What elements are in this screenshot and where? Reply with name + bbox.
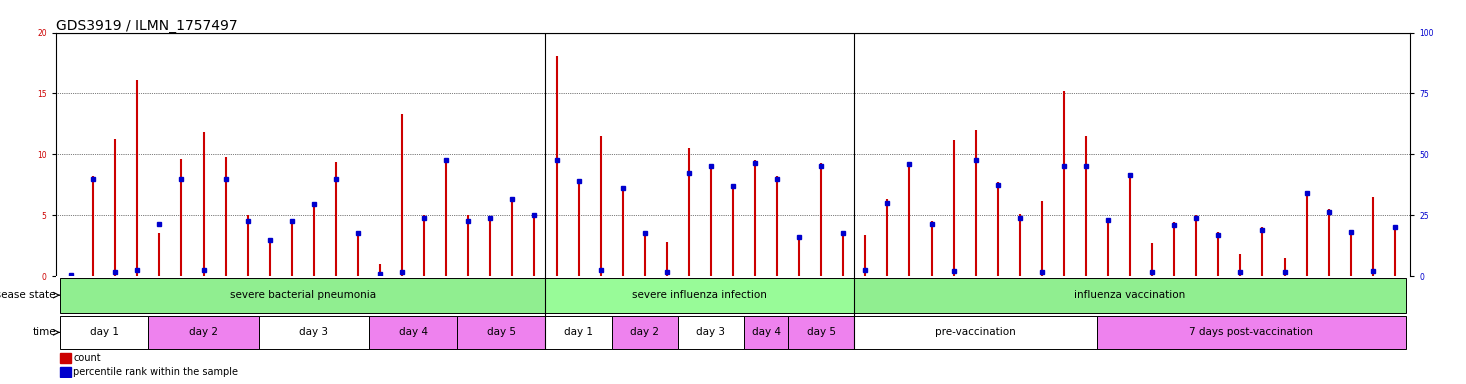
Text: GDS3919 / ILMN_1757497: GDS3919 / ILMN_1757497: [56, 19, 237, 33]
Bar: [745, 316, 789, 349]
Bar: [611, 316, 677, 349]
Text: count: count: [73, 353, 101, 363]
Text: severe influenza infection: severe influenza infection: [632, 290, 767, 300]
Bar: [855, 316, 1097, 349]
Bar: [258, 316, 369, 349]
Bar: [545, 316, 611, 349]
Text: disease state: disease state: [0, 290, 56, 300]
Bar: [789, 316, 855, 349]
Text: severe bacterial pneumonia: severe bacterial pneumonia: [230, 290, 375, 300]
Text: influenza vaccination: influenza vaccination: [1075, 290, 1186, 300]
Bar: [457, 316, 545, 349]
Text: 7 days post-vaccination: 7 days post-vaccination: [1189, 327, 1314, 338]
Bar: [60, 316, 148, 349]
Bar: [60, 353, 70, 363]
Bar: [855, 278, 1406, 313]
Text: percentile rank within the sample: percentile rank within the sample: [73, 367, 239, 377]
Text: day 5: day 5: [487, 327, 516, 338]
Text: day 4: day 4: [752, 327, 780, 338]
Text: day 2: day 2: [189, 327, 218, 338]
Bar: [1097, 316, 1406, 349]
Bar: [148, 316, 258, 349]
Bar: [60, 367, 70, 377]
Text: day 3: day 3: [696, 327, 726, 338]
Text: pre-vaccination: pre-vaccination: [935, 327, 1016, 338]
Text: day 3: day 3: [299, 327, 328, 338]
Bar: [60, 278, 545, 313]
Text: day 1: day 1: [564, 327, 594, 338]
Bar: [545, 278, 855, 313]
Text: day 5: day 5: [806, 327, 836, 338]
Text: day 1: day 1: [89, 327, 119, 338]
Bar: [369, 316, 457, 349]
Bar: [677, 316, 745, 349]
Text: day 2: day 2: [630, 327, 660, 338]
Text: time: time: [32, 327, 56, 338]
Text: day 4: day 4: [399, 327, 428, 338]
